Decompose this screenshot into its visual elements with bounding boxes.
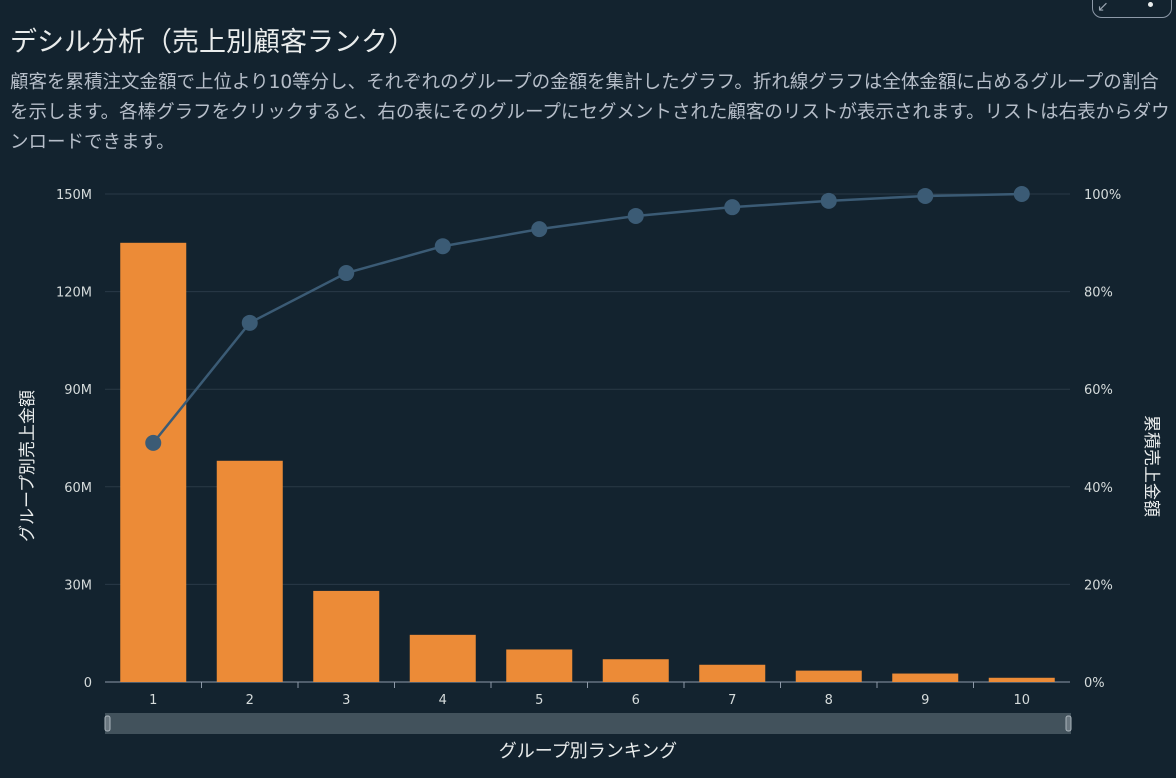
bar[interactable] (216, 460, 283, 682)
bar[interactable] (506, 649, 573, 682)
x-tick-label: 6 (632, 693, 640, 708)
line-point[interactable] (1013, 186, 1030, 202)
y-tick-label: 150M (56, 188, 92, 203)
bar[interactable] (313, 590, 380, 682)
more-options-icon (1148, 2, 1153, 7)
bar[interactable] (602, 659, 669, 682)
x-tick-label: 10 (1013, 693, 1030, 708)
line-point[interactable] (145, 434, 162, 451)
y2-tick-label: 80% (1084, 286, 1113, 301)
line-point[interactable] (627, 207, 644, 224)
y2-tick-label: 40% (1084, 481, 1113, 496)
bar[interactable] (120, 242, 187, 683)
y2-tick-label: 20% (1084, 578, 1113, 593)
x-tick-label: 4 (439, 693, 447, 708)
scrollbar-track[interactable] (105, 713, 1071, 734)
bar[interactable] (699, 664, 766, 682)
line-point[interactable] (917, 187, 934, 204)
y-axis-title: グループ別売上金額 (18, 390, 38, 542)
bar[interactable] (892, 673, 959, 682)
y-tick-label: 90M (64, 383, 92, 398)
y2-tick-label: 60% (1084, 383, 1113, 398)
chart-description: 顧客を累積注文金額で上位より10等分し、それぞれのグループの金額を集計したグラフ… (10, 72, 1170, 153)
line-point[interactable] (434, 238, 451, 255)
line-point[interactable] (820, 192, 837, 209)
line-point[interactable] (338, 265, 355, 282)
y2-tick-label: 100% (1084, 188, 1121, 203)
y-tick-label: 30M (64, 578, 92, 593)
cumulative-line (152, 192, 1022, 444)
y-tick-label: 120M (56, 286, 92, 301)
x-tick-label: 2 (246, 693, 254, 708)
x-tick-label: 5 (535, 693, 543, 708)
visual-menu-button[interactable]: ↙ (1092, 0, 1172, 18)
line-point[interactable] (724, 199, 741, 216)
bar[interactable] (409, 634, 476, 682)
chart-title: デシル分析（売上別顧客ランク） (10, 27, 415, 58)
x-axis-title: グループ別ランキング (499, 741, 677, 762)
y-tick-label: 60M (64, 481, 92, 496)
line-point[interactable] (531, 221, 548, 238)
bar[interactable] (988, 677, 1055, 682)
y-tick-label: 0 (84, 676, 92, 691)
x-tick-label: 3 (342, 693, 350, 708)
x-tick-label: 1 (149, 693, 157, 708)
x-tick-label: 7 (728, 693, 736, 708)
y2-tick-label: 0% (1084, 676, 1105, 691)
x-tick-label: 8 (825, 693, 833, 708)
scrollbar-handle-right[interactable] (1065, 715, 1072, 732)
scrollbar-handle-left[interactable] (104, 715, 111, 732)
line-point[interactable] (241, 314, 258, 331)
bar[interactable] (795, 670, 862, 682)
expand-icon: ↙ (1097, 0, 1109, 15)
x-tick-label: 9 (921, 693, 929, 708)
y2-axis-title: 累積売上金額 (1141, 415, 1161, 517)
